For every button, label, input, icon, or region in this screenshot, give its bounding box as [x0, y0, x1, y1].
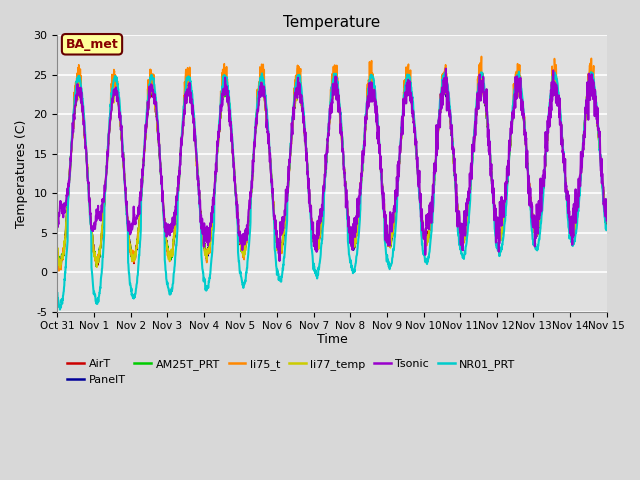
X-axis label: Time: Time	[317, 333, 348, 346]
Legend: AirT, PanelT, AM25T_PRT, li75_t, li77_temp, Tsonic, NR01_PRT: AirT, PanelT, AM25T_PRT, li75_t, li77_te…	[63, 355, 520, 389]
Y-axis label: Temperatures (C): Temperatures (C)	[15, 120, 28, 228]
Text: BA_met: BA_met	[66, 38, 118, 51]
Title: Temperature: Temperature	[284, 15, 381, 30]
